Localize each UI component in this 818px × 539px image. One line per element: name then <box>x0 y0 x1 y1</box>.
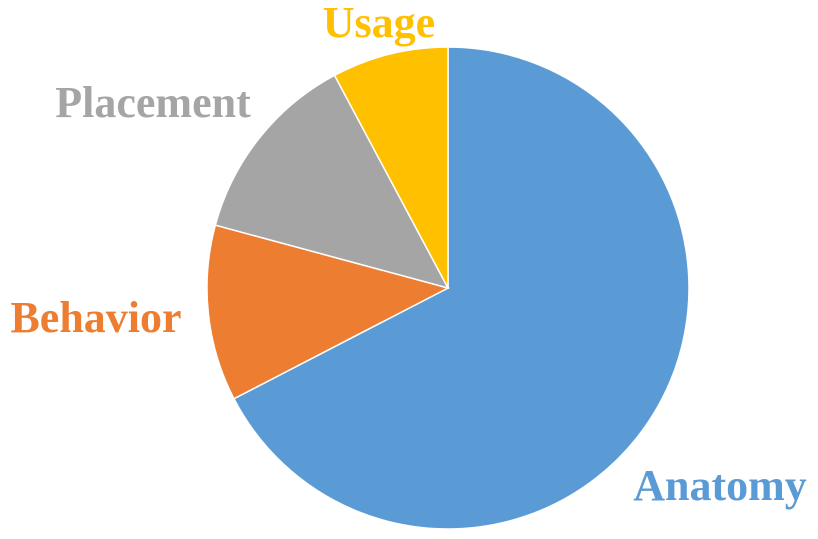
slice-label-placement: Placement <box>55 78 251 127</box>
pie-labels: Anatomy Behavior Placement Usage <box>10 0 806 510</box>
pie-slice-placement <box>214 74 450 290</box>
slice-label-usage: Usage <box>323 0 435 47</box>
pie-slice-anatomy <box>232 46 690 530</box>
slice-label-anatomy: Anatomy <box>633 461 807 510</box>
pie-slice-behavior <box>206 224 451 400</box>
pie-slice-usage <box>333 46 449 289</box>
slice-label-behavior: Behavior <box>10 293 181 342</box>
pie-slices <box>206 46 690 530</box>
